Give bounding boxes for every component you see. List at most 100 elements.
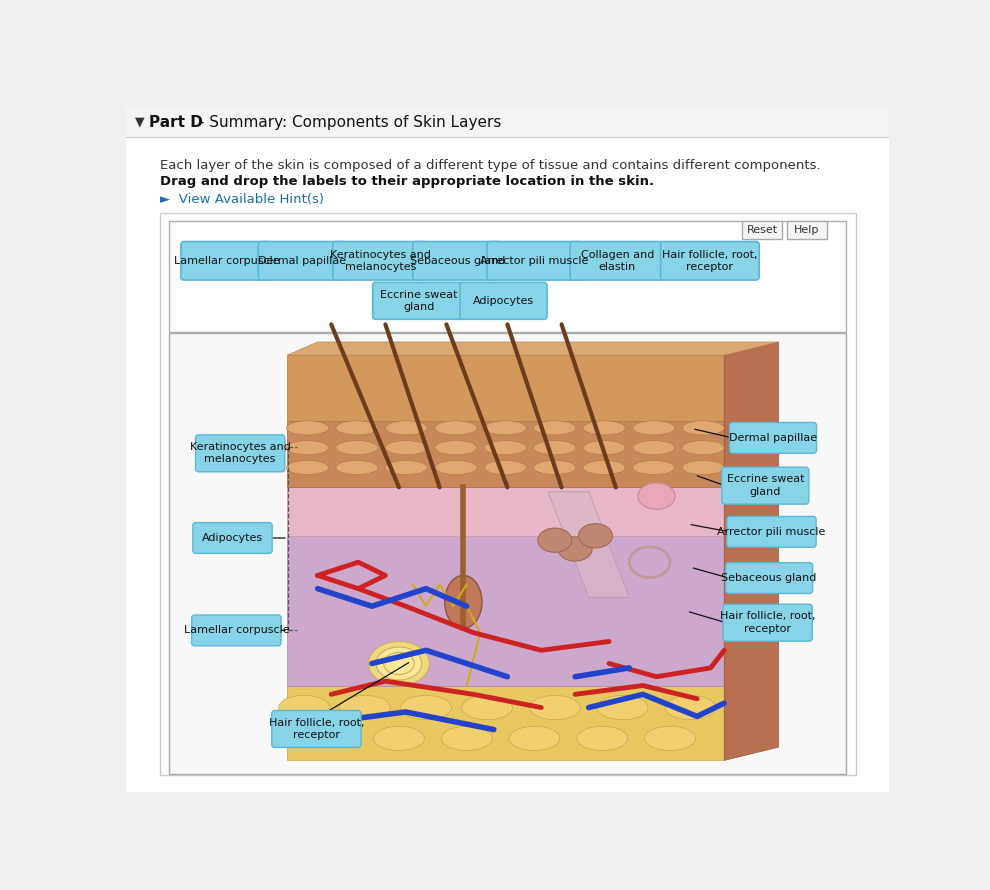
- Ellipse shape: [306, 722, 356, 746]
- Ellipse shape: [401, 695, 451, 720]
- Bar: [787, 221, 827, 239]
- FancyBboxPatch shape: [196, 435, 285, 472]
- Text: Arrector pili muscle: Arrector pili muscle: [480, 255, 588, 266]
- Ellipse shape: [385, 421, 428, 435]
- Ellipse shape: [633, 441, 675, 455]
- Ellipse shape: [583, 441, 626, 455]
- Text: Dermal papillae: Dermal papillae: [257, 255, 346, 266]
- Text: Hair follicle, root,
receptor: Hair follicle, root, receptor: [720, 611, 816, 634]
- Ellipse shape: [340, 695, 390, 720]
- Polygon shape: [287, 536, 725, 685]
- Text: Hair follicle, root,
receptor: Hair follicle, root, receptor: [268, 717, 364, 740]
- Ellipse shape: [534, 441, 576, 455]
- Text: Hair follicle, root,
receptor: Hair follicle, root, receptor: [662, 249, 757, 272]
- Ellipse shape: [461, 695, 513, 720]
- Text: Collagen and
elastin: Collagen and elastin: [581, 249, 654, 272]
- Ellipse shape: [682, 460, 725, 474]
- Text: Keratinocytes and
melanocytes: Keratinocytes and melanocytes: [190, 442, 291, 465]
- Text: Sebaceous gland: Sebaceous gland: [722, 573, 817, 583]
- FancyBboxPatch shape: [722, 467, 809, 504]
- Ellipse shape: [597, 695, 648, 720]
- Ellipse shape: [538, 528, 572, 553]
- FancyBboxPatch shape: [570, 241, 665, 280]
- FancyBboxPatch shape: [730, 423, 817, 453]
- FancyBboxPatch shape: [193, 522, 272, 554]
- Ellipse shape: [336, 421, 378, 435]
- Text: - Summary: Components of Skin Layers: - Summary: Components of Skin Layers: [194, 115, 501, 130]
- Ellipse shape: [644, 726, 695, 750]
- FancyBboxPatch shape: [372, 282, 465, 320]
- Ellipse shape: [384, 652, 414, 675]
- FancyBboxPatch shape: [413, 241, 502, 280]
- FancyBboxPatch shape: [192, 615, 281, 646]
- Text: ►  View Available Hint(s): ► View Available Hint(s): [160, 193, 324, 206]
- Bar: [127, 107, 889, 138]
- Ellipse shape: [336, 441, 378, 455]
- Polygon shape: [548, 492, 630, 597]
- Text: Keratinocytes and
melanocytes: Keratinocytes and melanocytes: [330, 249, 431, 272]
- Ellipse shape: [577, 726, 628, 750]
- Ellipse shape: [336, 460, 378, 474]
- Ellipse shape: [484, 421, 527, 435]
- Text: ▼: ▼: [136, 116, 145, 129]
- Ellipse shape: [633, 421, 675, 435]
- Text: Each layer of the skin is composed of a different type of tissue and contains di: Each layer of the skin is composed of a …: [160, 159, 821, 172]
- FancyBboxPatch shape: [727, 516, 816, 547]
- Text: Reset: Reset: [746, 225, 778, 235]
- Ellipse shape: [376, 647, 422, 680]
- FancyBboxPatch shape: [460, 282, 547, 320]
- Ellipse shape: [530, 695, 580, 720]
- Ellipse shape: [682, 421, 725, 435]
- Polygon shape: [287, 488, 725, 536]
- Ellipse shape: [286, 421, 329, 435]
- Bar: [742, 221, 782, 239]
- Ellipse shape: [445, 576, 482, 628]
- Ellipse shape: [286, 460, 329, 474]
- Polygon shape: [287, 421, 725, 488]
- Bar: [168, 333, 846, 773]
- FancyBboxPatch shape: [258, 241, 346, 280]
- Ellipse shape: [578, 523, 613, 548]
- Polygon shape: [725, 342, 778, 760]
- Ellipse shape: [385, 441, 428, 455]
- Ellipse shape: [558, 537, 592, 561]
- Ellipse shape: [385, 460, 428, 474]
- Ellipse shape: [484, 460, 527, 474]
- Ellipse shape: [583, 421, 626, 435]
- Ellipse shape: [633, 460, 675, 474]
- Text: Dermal papillae: Dermal papillae: [729, 433, 817, 443]
- FancyBboxPatch shape: [487, 241, 582, 280]
- Text: Lamellar corpuscle: Lamellar corpuscle: [173, 255, 279, 266]
- FancyBboxPatch shape: [660, 241, 759, 280]
- FancyBboxPatch shape: [723, 604, 812, 641]
- FancyBboxPatch shape: [333, 241, 428, 280]
- Text: Arrector pili muscle: Arrector pili muscle: [718, 527, 826, 537]
- Ellipse shape: [435, 421, 477, 435]
- Text: Part D: Part D: [149, 115, 203, 130]
- FancyBboxPatch shape: [271, 710, 361, 748]
- Ellipse shape: [368, 642, 430, 685]
- Ellipse shape: [665, 695, 716, 720]
- Ellipse shape: [435, 460, 477, 474]
- Ellipse shape: [682, 441, 725, 455]
- Ellipse shape: [638, 483, 675, 509]
- Text: Eccrine sweat
gland: Eccrine sweat gland: [727, 474, 804, 497]
- FancyBboxPatch shape: [181, 241, 271, 280]
- Polygon shape: [287, 355, 725, 421]
- Ellipse shape: [484, 441, 527, 455]
- Ellipse shape: [435, 441, 477, 455]
- Text: Adipocytes: Adipocytes: [473, 295, 534, 306]
- Text: Lamellar corpuscle: Lamellar corpuscle: [183, 626, 289, 635]
- Ellipse shape: [583, 460, 626, 474]
- Text: Adipocytes: Adipocytes: [202, 533, 263, 543]
- Ellipse shape: [534, 421, 576, 435]
- Text: Eccrine sweat
gland: Eccrine sweat gland: [380, 289, 457, 312]
- Ellipse shape: [286, 441, 329, 455]
- Text: Sebaceous gland: Sebaceous gland: [410, 255, 505, 266]
- Text: Drag and drop the labels to their appropriate location in the skin.: Drag and drop the labels to their approp…: [160, 174, 654, 188]
- FancyBboxPatch shape: [726, 562, 813, 594]
- Text: Help: Help: [794, 225, 820, 235]
- Polygon shape: [287, 342, 778, 355]
- Bar: [168, 221, 846, 332]
- Ellipse shape: [509, 726, 560, 750]
